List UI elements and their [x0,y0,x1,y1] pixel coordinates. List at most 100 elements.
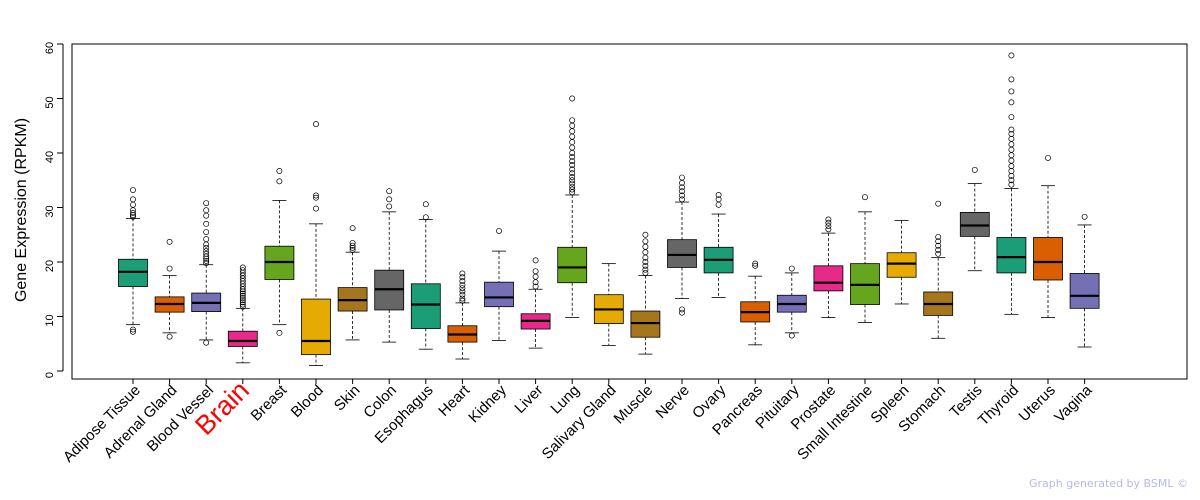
outlier-point [239,292,246,299]
y-tick-label: 60 [44,42,56,54]
y-tick-label: 40 [44,151,56,163]
box-uterus [1033,154,1063,318]
outlier-point [569,166,576,173]
box-testis [959,166,990,272]
outlier-point [679,188,685,195]
outlier-point [1008,114,1015,120]
outlier-point [532,257,539,264]
outlier-point [569,177,576,184]
box-prostate [813,216,844,318]
x-label-thyroid: Thyroid [975,382,1022,429]
iqr-box [227,330,258,347]
outlier-point [386,203,393,210]
outlier-point [203,229,210,235]
outlier-point [1008,126,1015,133]
outlier-point [569,122,576,129]
outlier-point [715,196,722,203]
box-liver [520,257,551,349]
outlier-point [130,209,136,216]
outlier-point [496,227,502,234]
y-tick-label: 20 [44,260,56,272]
outlier-point [166,265,173,272]
outlier-point [569,150,576,156]
outlier-point [935,247,942,253]
outlier-point [1008,130,1015,137]
outlier-point [386,196,393,203]
iqr-box [1069,273,1100,309]
outlier-point [1008,135,1015,142]
x-label-nerve: Nerve [653,382,693,422]
outlier-point [642,231,649,238]
outlier-point [642,259,649,265]
outlier-point [935,242,942,249]
outlier-point [569,174,576,180]
outlier-point [166,333,173,340]
y-tick-label: 10 [44,314,56,326]
outlier-point [349,239,356,246]
plot-frame [71,43,1188,380]
outlier-point [239,299,246,306]
outlier-point [642,238,649,245]
outlier-point [825,219,832,226]
outlier-point [569,144,576,151]
outlier-point [203,248,210,255]
outlier-point [203,244,210,251]
outlier-point [1008,163,1015,170]
outlier-point [349,247,356,253]
outlier-point [935,233,942,240]
box-blood [301,121,331,366]
iqr-box [813,265,844,292]
box-colon [374,188,405,343]
outlier-point [459,291,466,298]
outlier-point [1008,146,1015,153]
outlier-point [130,201,136,208]
outlier-point [679,192,685,199]
x-label-muscle: Muscle [611,382,657,428]
box-ovary [703,192,734,298]
outlier-point [642,249,649,256]
outlier-point [569,183,576,190]
outlier-point [422,201,429,208]
outlier-point [459,288,466,295]
outlier-point [825,223,832,229]
box-thyroid [996,52,1027,315]
iqr-box [301,298,331,356]
box-vagina [1069,213,1100,348]
outlier-point [239,290,246,297]
outlier-point [313,121,319,128]
box-small-intestine [850,194,880,323]
outlier-point [679,309,685,316]
outlier-point [825,226,832,233]
box-adipose-tissue [118,187,148,335]
outlier-point [276,178,283,185]
outlier-point [130,326,136,333]
outlier-point [1081,213,1088,220]
outlier-point [825,216,832,223]
outlier-point [459,278,466,285]
outlier-point [239,267,246,274]
outlier-point [715,192,722,198]
iqr-box [996,237,1027,274]
box-heart [447,270,478,360]
outlier-point [1008,52,1015,59]
outlier-point [1008,177,1015,184]
outlier-point [569,117,576,124]
outlier-point [1008,99,1015,106]
outlier-point [532,268,539,275]
box-kidney [484,227,514,341]
box-lung [557,95,588,318]
box-stomach [923,200,954,339]
outlier-point [569,180,576,187]
outlier-point [679,184,685,191]
box-salivary-gland [593,263,624,346]
y-tick-label: 50 [44,96,56,108]
outlier-point [1008,157,1015,164]
outlier-point [752,260,759,267]
outlier-point [239,303,246,310]
outlier-point [569,153,576,160]
y-axis-label: Gene Expression (RPKM) [13,118,30,302]
outlier-point [386,188,393,195]
outlier-point [349,242,356,249]
